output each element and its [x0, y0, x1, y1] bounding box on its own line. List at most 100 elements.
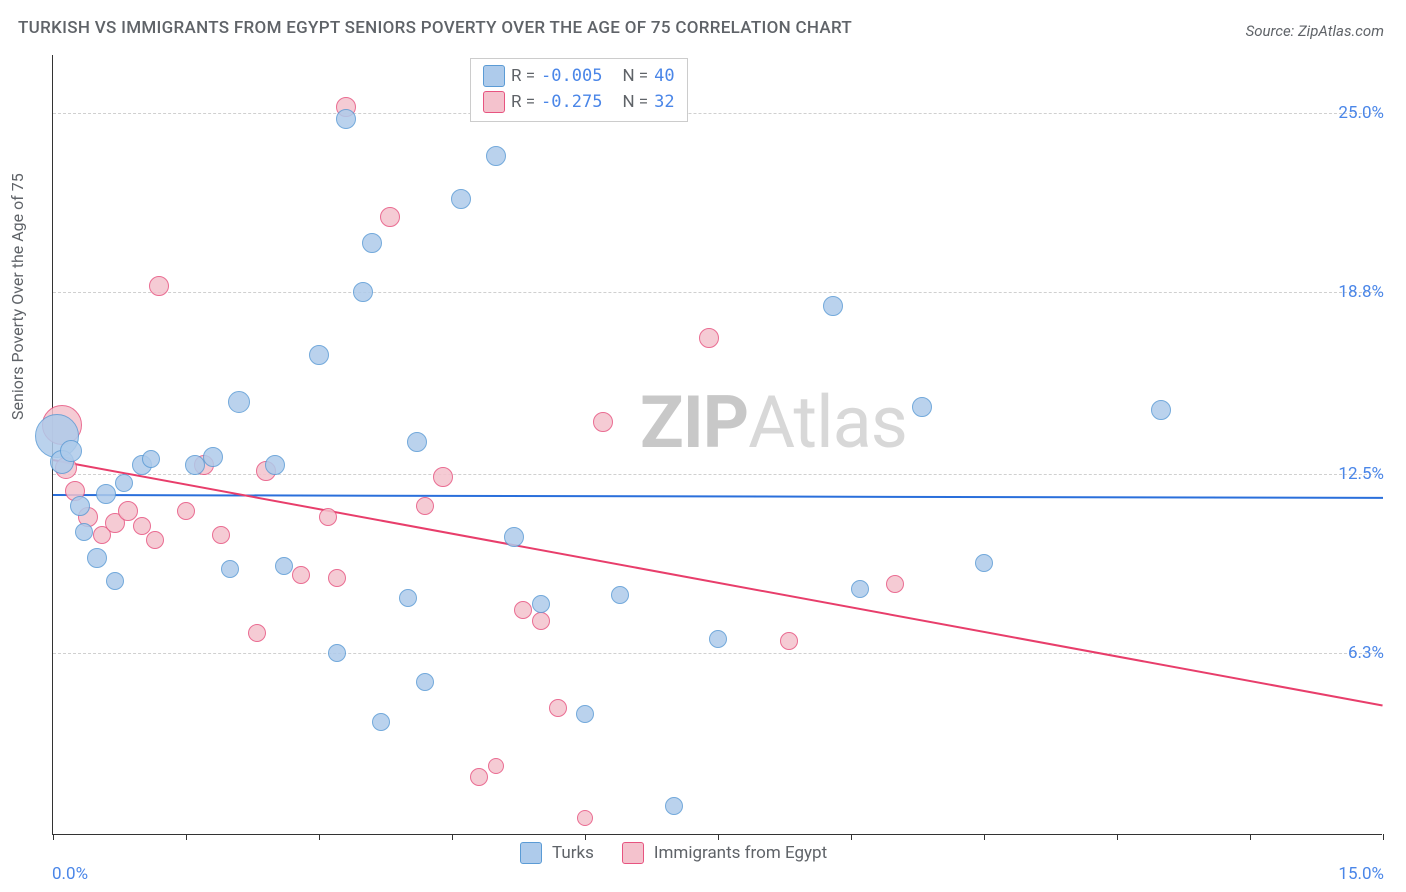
- data-point-turks: [665, 797, 683, 815]
- data-point-turks: [115, 474, 133, 492]
- data-point-egypt: [699, 328, 719, 348]
- data-point-egypt: [549, 699, 567, 717]
- data-point-turks: [532, 595, 550, 613]
- x-tick: [1250, 834, 1251, 840]
- stats-row-turks: R = -0.005 N = 40: [483, 63, 675, 89]
- legend-label-turks: Turks: [552, 843, 594, 863]
- data-point-turks: [265, 455, 285, 475]
- data-point-turks: [399, 589, 417, 607]
- series-legend: Turks Immigrants from Egypt: [520, 842, 845, 864]
- data-point-turks: [75, 523, 93, 541]
- x-tick: [53, 834, 54, 840]
- x-tick: [1383, 834, 1384, 840]
- plot-area: [52, 55, 1382, 835]
- data-point-turks: [221, 560, 239, 578]
- legend-swatch-egypt: [622, 842, 644, 864]
- source-attribution: Source: ZipAtlas.com: [1246, 22, 1384, 40]
- y-tick-label: 18.8%: [1338, 282, 1384, 302]
- data-point-egypt: [514, 601, 532, 619]
- gridline-h: [53, 474, 1382, 475]
- data-point-turks: [60, 440, 82, 462]
- data-point-turks: [87, 548, 107, 568]
- data-point-egypt: [248, 624, 266, 642]
- correlation-stats-legend: R = -0.005 N = 40 R = -0.275 N = 32: [470, 58, 688, 122]
- stat-r-label: R =: [511, 63, 535, 89]
- data-point-egypt: [577, 810, 593, 826]
- x-tick: [319, 834, 320, 840]
- stat-n-value: 40: [654, 63, 674, 89]
- data-point-egypt: [416, 497, 434, 515]
- x-tick: [585, 834, 586, 840]
- x-tick: [718, 834, 719, 840]
- data-point-egypt: [532, 612, 550, 630]
- data-point-turks: [275, 557, 293, 575]
- y-tick-label: 25.0%: [1338, 103, 1384, 123]
- y-tick-label: 6.3%: [1348, 643, 1384, 663]
- data-point-turks: [912, 397, 932, 417]
- data-point-egypt: [470, 768, 488, 786]
- chart-title: TURKISH VS IMMIGRANTS FROM EGYPT SENIORS…: [18, 18, 852, 38]
- data-point-egypt: [319, 508, 337, 526]
- data-point-turks: [611, 586, 629, 604]
- y-axis-label: Seniors Poverty Over the Age of 75: [8, 173, 27, 420]
- data-point-egypt: [146, 531, 164, 549]
- gridline-h: [53, 653, 1382, 654]
- data-point-turks: [851, 580, 869, 598]
- data-point-turks: [975, 554, 993, 572]
- legend-swatch: [483, 91, 505, 113]
- data-point-turks: [576, 705, 594, 723]
- data-point-egypt: [780, 632, 798, 650]
- x-tick: [1117, 834, 1118, 840]
- data-point-turks: [362, 233, 382, 253]
- data-point-egypt: [886, 575, 904, 593]
- stat-n-label: N =: [622, 63, 648, 89]
- x-tick: [851, 834, 852, 840]
- data-point-turks: [203, 447, 223, 467]
- data-point-turks: [106, 572, 124, 590]
- data-point-turks: [142, 450, 160, 468]
- data-point-turks: [486, 146, 506, 166]
- data-point-egypt: [593, 412, 613, 432]
- data-point-turks: [336, 109, 356, 129]
- stat-n-value: 32: [654, 89, 674, 115]
- x-axis-min-label: 0.0%: [52, 864, 88, 884]
- stat-r-label: R =: [511, 89, 535, 115]
- data-point-turks: [504, 527, 524, 547]
- x-tick: [186, 834, 187, 840]
- stat-r-value: -0.005: [541, 63, 602, 89]
- gridline-h: [53, 113, 1382, 114]
- data-point-turks: [96, 484, 116, 504]
- data-point-egypt: [433, 467, 453, 487]
- data-point-egypt: [380, 207, 400, 227]
- data-point-egypt: [133, 517, 151, 535]
- data-point-egypt: [292, 566, 310, 584]
- data-point-egypt: [149, 276, 169, 296]
- y-tick-label: 12.5%: [1338, 464, 1384, 484]
- stats-row-egypt: R = -0.275 N = 32: [483, 89, 675, 115]
- data-point-egypt: [488, 758, 504, 774]
- data-point-egypt: [328, 569, 346, 587]
- legend-swatch-turks: [520, 842, 542, 864]
- x-tick: [452, 834, 453, 840]
- data-point-turks: [416, 673, 434, 691]
- data-point-turks: [70, 496, 90, 516]
- data-point-egypt: [177, 502, 195, 520]
- stat-n-label: N =: [622, 89, 648, 115]
- data-point-turks: [823, 296, 843, 316]
- legend-swatch: [483, 65, 505, 87]
- data-point-turks: [228, 391, 250, 413]
- data-point-turks: [1151, 400, 1171, 420]
- data-point-turks: [407, 432, 427, 452]
- data-point-turks: [372, 713, 390, 731]
- gridline-h: [53, 292, 1382, 293]
- x-axis-max-label: 15.0%: [1338, 864, 1384, 884]
- data-point-egypt: [212, 526, 230, 544]
- data-point-turks: [451, 189, 471, 209]
- data-point-turks: [309, 345, 329, 365]
- data-point-turks: [328, 644, 346, 662]
- x-tick: [984, 834, 985, 840]
- data-point-turks: [709, 630, 727, 648]
- legend-label-egypt: Immigrants from Egypt: [654, 843, 827, 863]
- stat-r-value: -0.275: [541, 89, 602, 115]
- data-point-turks: [353, 282, 373, 302]
